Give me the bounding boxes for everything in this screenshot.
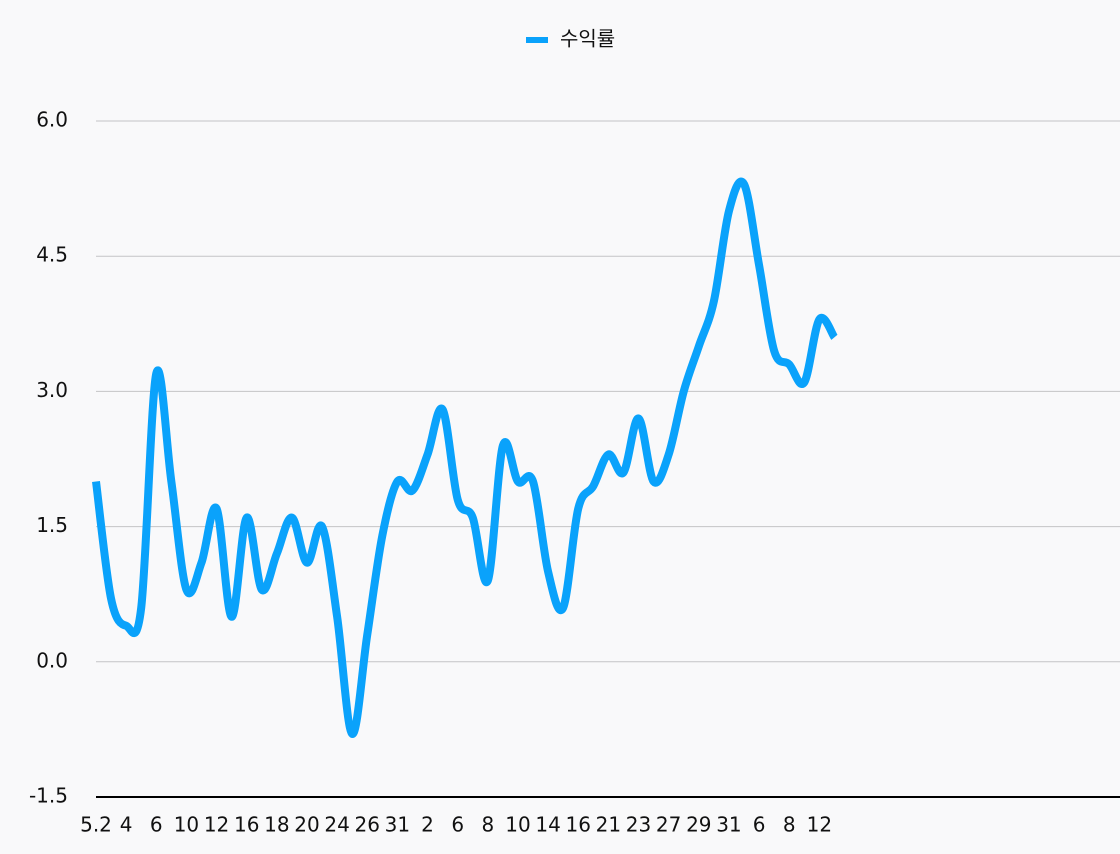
x-tick-label: 18 — [264, 813, 289, 837]
legend-label: 수익률 — [560, 27, 615, 51]
x-tick-label: 6 — [753, 813, 766, 837]
x-tick-label: 6 — [150, 813, 163, 837]
x-tick-label: 5.2 — [80, 813, 112, 837]
x-tick-label: 16 — [566, 813, 591, 837]
x-tick-label: 12 — [204, 813, 229, 837]
x-tick-label: 24 — [324, 813, 349, 837]
y-tick-label: 4.5 — [36, 243, 68, 267]
x-tick-label: 6 — [451, 813, 464, 837]
x-tick-label: 8 — [481, 813, 494, 837]
y-tick-label: 3.0 — [36, 378, 68, 402]
x-tick-label: 29 — [686, 813, 711, 837]
y-tick-label: -1.5 — [29, 784, 68, 808]
x-tick-label: 14 — [535, 813, 560, 837]
x-tick-label: 31 — [716, 813, 741, 837]
x-tick-label: 26 — [355, 813, 380, 837]
x-tick-label: 23 — [626, 813, 651, 837]
x-tick-label: 10 — [505, 813, 530, 837]
x-tick-label: 4 — [120, 813, 133, 837]
x-tick-label: 10 — [174, 813, 199, 837]
x-tick-label: 31 — [385, 813, 410, 837]
x-tick-label: 16 — [234, 813, 259, 837]
x-tick-label: 21 — [596, 813, 621, 837]
y-tick-label: 1.5 — [36, 513, 68, 537]
y-tick-label: 0.0 — [36, 648, 68, 672]
x-tick-label: 20 — [294, 813, 319, 837]
data-line — [92, 177, 838, 738]
x-tick-label: 8 — [783, 813, 796, 837]
x-tick-label: 12 — [807, 813, 832, 837]
x-tick-label: 27 — [656, 813, 681, 837]
y-tick-label: 6.0 — [36, 108, 68, 132]
x-tick-label: 2 — [421, 813, 434, 837]
